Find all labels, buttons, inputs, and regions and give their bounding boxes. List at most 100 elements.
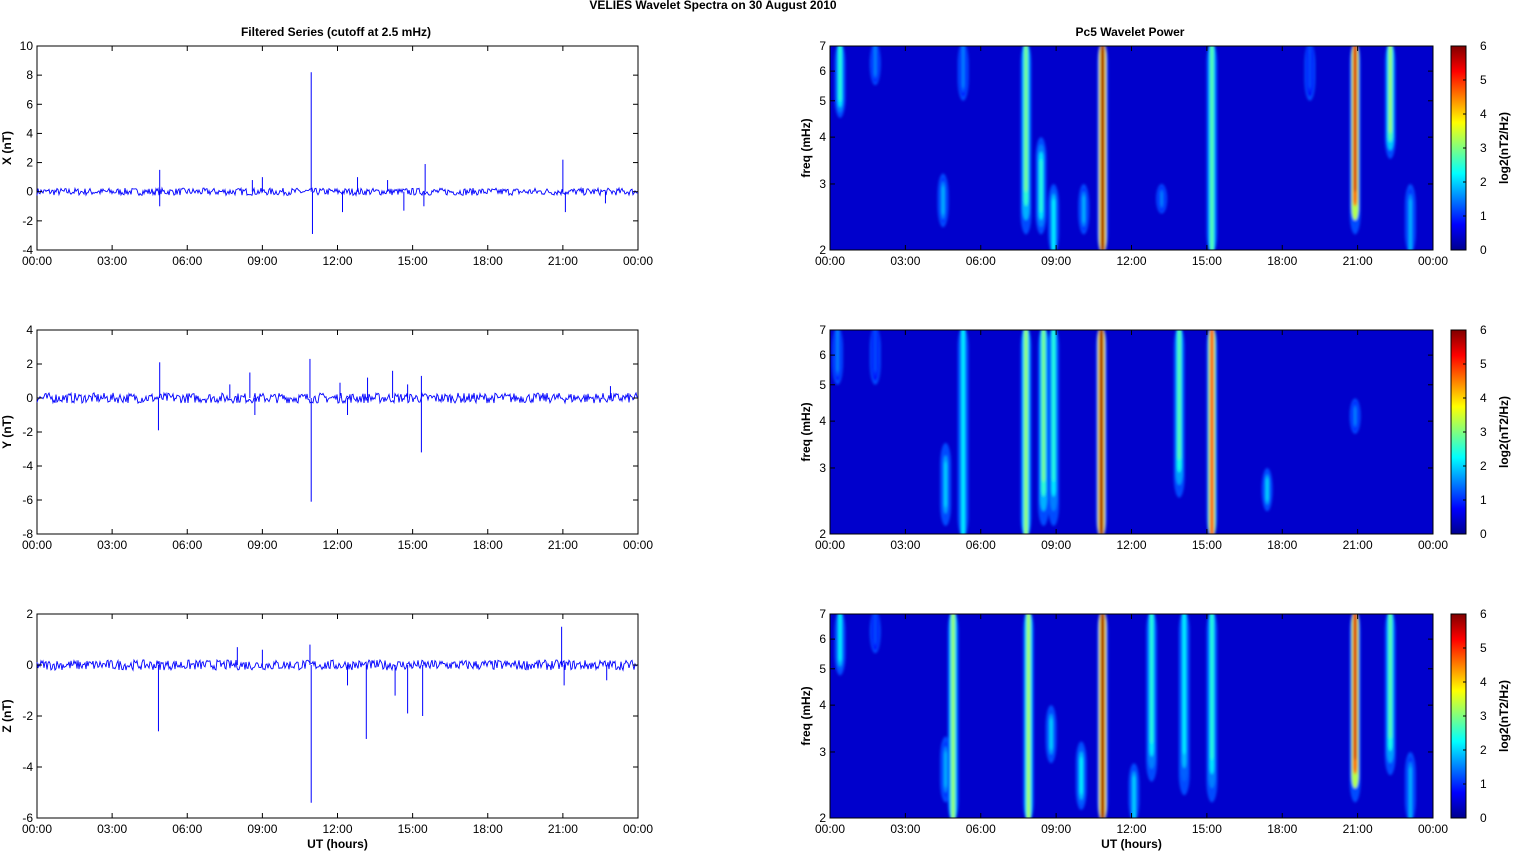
- spectrum-panel-2: 2 3 4 5 6 7 freq (mHz) 0 1 2 3 4 5 6 log2(nT2/Hz) 00:00…: [799, 607, 1511, 851]
- y-tick-label: 5: [819, 94, 826, 108]
- plot-area: [36, 613, 639, 819]
- power-feature: [961, 330, 965, 534]
- y-tick-label: -4: [22, 760, 33, 774]
- power-feature: [1150, 614, 1153, 744]
- power-feature: [944, 751, 947, 788]
- heatmap-background: [830, 46, 1433, 250]
- power-feature: [873, 46, 877, 77]
- power-feature: [1024, 46, 1028, 193]
- y-tick-label: 7: [819, 607, 826, 621]
- y-axis-label: Z (nT): [0, 699, 14, 732]
- y-tick-label: -6: [22, 811, 33, 825]
- x-tick-label: 15:00: [1192, 538, 1222, 552]
- y-tick-label: -6: [22, 493, 33, 507]
- power-feature: [941, 185, 945, 216]
- y-tick-label: -2: [22, 214, 33, 228]
- x-tick-label: 21:00: [548, 538, 578, 552]
- power-feature: [873, 330, 877, 373]
- y-axis-label: freq (mHz): [799, 402, 813, 461]
- x-tick-label: 00:00: [22, 822, 52, 836]
- x-tick-label: 00:00: [815, 822, 845, 836]
- power-feature: [838, 46, 842, 102]
- colorbar-label: log2(nT2/Hz): [1497, 112, 1511, 184]
- power-feature: [1080, 756, 1083, 795]
- x-tick-label: 00:00: [1418, 822, 1448, 836]
- x-tick-label: 06:00: [172, 538, 202, 552]
- colorbar-tick-label: 1: [1480, 493, 1487, 507]
- y-tick-label: 3: [819, 177, 826, 191]
- x-tick-label: 00:00: [815, 254, 845, 268]
- power-feature: [1082, 195, 1086, 224]
- power-feature: [1308, 46, 1312, 89]
- left-column-title: Filtered Series (cutoff at 2.5 mHz): [241, 25, 431, 39]
- power-feature: [1049, 718, 1053, 751]
- colorbar-tick-label: 6: [1480, 39, 1487, 53]
- x-tick-label: 12:00: [1116, 254, 1146, 268]
- x-tick-label: 09:00: [247, 538, 277, 552]
- colorbar-tick-label: 4: [1480, 675, 1487, 689]
- x-tick-label: 21:00: [548, 822, 578, 836]
- y-tick-label: -4: [22, 459, 33, 473]
- power-feature: [961, 46, 965, 89]
- x-tick-label: 03:00: [97, 254, 127, 268]
- power-feature: [1389, 46, 1392, 134]
- y-tick-label: 2: [819, 527, 826, 541]
- y-tick-label: 6: [819, 348, 826, 362]
- colorbar-tick-label: 2: [1480, 459, 1487, 473]
- power-feature: [1052, 198, 1055, 250]
- y-tick-label: 8: [26, 68, 33, 82]
- x-tick-label: 06:00: [966, 822, 996, 836]
- y-tick-label: 2: [26, 607, 33, 621]
- x-tick-label: 00:00: [815, 538, 845, 552]
- power-feature: [1389, 614, 1392, 739]
- power-feature: [1353, 46, 1357, 193]
- power-feature: [1100, 330, 1103, 534]
- heatmap-features: [834, 46, 1416, 250]
- colorbar-tick-label: 3: [1480, 709, 1487, 723]
- y-tick-label: 3: [819, 745, 826, 759]
- y-tick-label: 4: [819, 698, 826, 712]
- colorbar-tick-label: 0: [1480, 527, 1487, 541]
- x-tick-label: 15:00: [1192, 254, 1222, 268]
- x-tick-label: 03:00: [97, 822, 127, 836]
- power-feature: [1210, 46, 1214, 250]
- x-tick-label: 00:00: [1418, 538, 1448, 552]
- series-panel-2: -6 -4 -2 0 2 Z (nT) 00:00 03:00 06:00 09:00 12:00 1…: [0, 607, 653, 851]
- y-tick-label: 2: [26, 156, 33, 170]
- power-feature: [1052, 330, 1055, 482]
- spectrum-panel-0: 2 3 4 5 6 7 freq (mHz) 0 1 2 3 4 5 6 log2(nT2/Hz) 00:00…: [799, 39, 1511, 268]
- x-tick-label: 09:00: [247, 254, 277, 268]
- power-feature: [1160, 190, 1163, 207]
- y-axis-label: X (nT): [0, 131, 14, 165]
- y-tick-label: -8: [22, 527, 33, 541]
- y-tick-label: 5: [819, 378, 826, 392]
- y-tick-label: 0: [26, 658, 33, 672]
- power-feature: [1265, 477, 1269, 502]
- x-tick-label: 21:00: [548, 254, 578, 268]
- x-tick-label: 15:00: [398, 538, 428, 552]
- colorbar-tick-label: 0: [1480, 811, 1487, 825]
- x-tick-label: 18:00: [1267, 538, 1297, 552]
- x-tick-label: 09:00: [1041, 822, 1071, 836]
- power-feature: [951, 614, 955, 818]
- colorbar-tick-label: 1: [1480, 209, 1487, 223]
- colorbar-tick-label: 4: [1480, 391, 1487, 405]
- y-axis-label: freq (mHz): [799, 118, 813, 177]
- x-tick-label: 09:00: [247, 822, 277, 836]
- y-tick-label: 2: [819, 811, 826, 825]
- x-axis-label: UT (hours): [1101, 837, 1162, 851]
- colorbar-tick-label: 6: [1480, 323, 1487, 337]
- x-tick-label: 09:00: [1041, 254, 1071, 268]
- y-tick-label: 5: [819, 662, 826, 676]
- x-tick-label: 00:00: [623, 538, 653, 552]
- y-tick-label: 6: [26, 97, 33, 111]
- x-tick-label: 15:00: [1192, 822, 1222, 836]
- power-feature: [1177, 330, 1181, 460]
- power-feature: [873, 614, 877, 645]
- colorbar-tick-label: 4: [1480, 107, 1487, 121]
- x-axis-label: UT (hours): [307, 837, 368, 851]
- y-tick-label: 7: [819, 39, 826, 53]
- x-tick-label: 12:00: [1116, 822, 1146, 836]
- y-tick-label: 4: [819, 130, 826, 144]
- figure-suptitle: VELIES Wavelet Spectra on 30 August 2010: [589, 0, 837, 12]
